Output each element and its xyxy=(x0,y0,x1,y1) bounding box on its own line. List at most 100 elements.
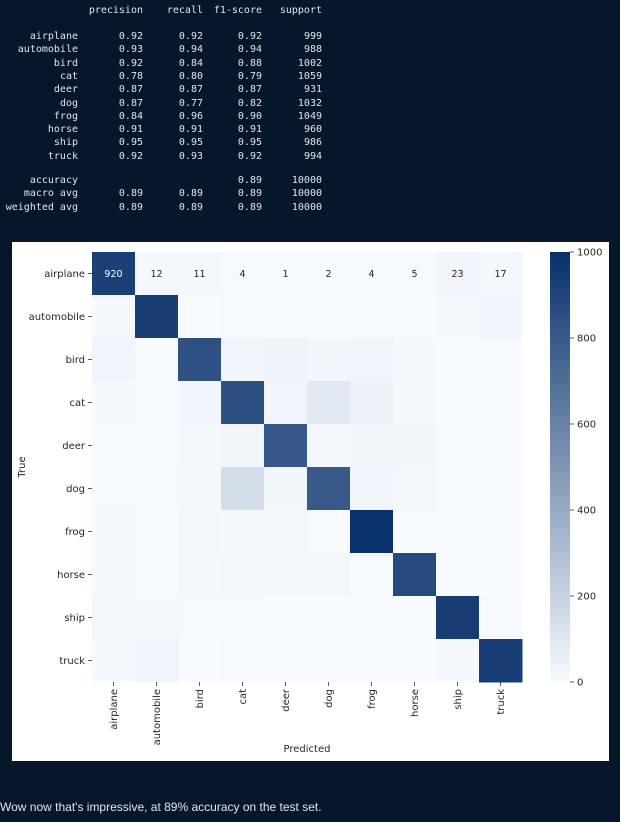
report-row-f1-score: 0.95 xyxy=(237,137,262,149)
cell-value-label: 920 xyxy=(104,269,122,280)
heatmap-cell xyxy=(178,381,222,425)
cell-value-label: 23 xyxy=(451,269,463,280)
report-row-label: cat xyxy=(59,70,78,82)
report-row-precision: 0.87 xyxy=(118,84,143,96)
heatmap-cell xyxy=(178,252,222,296)
heatmap-cell xyxy=(221,295,265,339)
heatmap-cell xyxy=(135,467,179,511)
heatmap-cell xyxy=(307,596,351,640)
report-summary-row-f1-score: 0.89 xyxy=(237,175,262,186)
report-row-recall: 0.87 xyxy=(178,84,203,96)
heatmap-cell xyxy=(135,338,179,382)
report-row-label: automobile xyxy=(17,44,78,56)
heatmap-cell xyxy=(264,295,308,339)
heatmap-cell xyxy=(135,252,179,296)
heatmap-cell xyxy=(178,467,222,511)
report-row-recall: 0.80 xyxy=(178,70,203,82)
heatmap-cell xyxy=(135,553,179,597)
colorbar-tick-label: 0 xyxy=(577,678,583,689)
report-summary-row-label: accuracy xyxy=(29,175,78,186)
colorbar-tick-label: 1000 xyxy=(577,248,602,259)
report-row-f1-score: 0.82 xyxy=(237,97,262,109)
heatmap-cell xyxy=(92,553,136,597)
report-row-label: horse xyxy=(47,124,78,136)
heatmap-cell xyxy=(135,381,179,425)
heatmap-cell xyxy=(178,424,222,468)
heatmap-cell xyxy=(436,381,480,425)
report-row-support: 1059 xyxy=(297,70,322,82)
colorbar-tick-label: 400 xyxy=(577,506,596,517)
report-row-f1-score: 0.90 xyxy=(237,110,262,122)
heatmap-cell xyxy=(393,338,437,382)
heatmap-cell xyxy=(264,381,308,425)
heatmap-cell xyxy=(135,596,179,640)
x-tick-label: dog xyxy=(324,689,335,708)
heatmap-cell xyxy=(264,553,308,597)
heatmap-cell xyxy=(393,295,437,339)
heatmap-cell xyxy=(178,639,222,683)
heatmap-cell xyxy=(264,424,308,468)
report-row-f1-score: 0.87 xyxy=(237,84,262,96)
report-row-label: frog xyxy=(53,110,78,122)
report-header-precision: precision xyxy=(88,5,143,16)
heatmap-cell xyxy=(393,596,437,640)
heatmap-cell xyxy=(92,639,136,683)
heatmap-cell xyxy=(479,596,523,640)
report-row-recall: 0.92 xyxy=(178,31,203,42)
heatmap-cell xyxy=(307,295,351,339)
heatmap-cell xyxy=(350,510,394,554)
y-tick-label: automobile xyxy=(29,312,85,323)
y-tick-label: truck xyxy=(59,656,85,667)
x-tick-label: automobile xyxy=(152,689,163,745)
report-row-precision: 0.92 xyxy=(118,31,143,42)
heatmap-cell xyxy=(178,596,222,640)
confusion-matrix-heatmap: 920 12 11 4 1 2 4 5 23 17airplaneautomobilebirdca… xyxy=(17,248,602,756)
heatmap-cell xyxy=(92,381,136,425)
heatmap-cell xyxy=(393,252,437,296)
cell-value-label: 1 xyxy=(282,269,288,280)
heatmap-cell xyxy=(135,639,179,683)
heatmap-cell xyxy=(307,510,351,554)
y-tick-label: cat xyxy=(69,398,85,409)
heatmap-cell xyxy=(264,639,308,683)
report-summary-row-support: 10000 xyxy=(291,201,322,213)
report-header-support: support xyxy=(279,5,322,16)
heatmap-cell xyxy=(436,252,480,296)
report-row-support: 988 xyxy=(303,44,322,56)
heatmap-cell xyxy=(221,338,265,382)
heatmap-cell xyxy=(393,639,437,683)
report-row-precision: 0.93 xyxy=(118,44,143,56)
report-row-recall: 0.95 xyxy=(178,137,203,149)
heatmap-cell xyxy=(350,338,394,382)
report-row-label: dog xyxy=(59,97,78,109)
cell-value-label: 4 xyxy=(239,269,245,280)
heatmap-cell xyxy=(436,467,480,511)
heatmap-cell xyxy=(307,252,351,296)
heatmap-cell xyxy=(264,252,308,296)
heatmap-cell xyxy=(479,338,523,382)
heatmap-cell xyxy=(221,424,265,468)
heatmap-cell xyxy=(264,467,308,511)
report-row-f1-score: 0.79 xyxy=(237,70,262,82)
heatmap-cell xyxy=(92,295,136,339)
heatmap-cell xyxy=(307,639,351,683)
cell-value-label: 17 xyxy=(494,269,506,280)
heatmap-cell xyxy=(178,553,222,597)
cell-value-label: 12 xyxy=(150,269,162,280)
report-summary-row-recall: 0.89 xyxy=(178,201,203,213)
report-row-f1-score: 0.91 xyxy=(237,124,262,136)
report-row-precision: 0.84 xyxy=(118,110,143,122)
heatmap-cell xyxy=(350,467,394,511)
heatmap-cell xyxy=(393,424,437,468)
report-summary-row-support: 10000 xyxy=(291,188,322,200)
heatmap-cell xyxy=(264,338,308,382)
heatmap-cell xyxy=(307,467,351,511)
heatmap-cell xyxy=(479,467,523,511)
x-tick-label: deer xyxy=(281,688,292,712)
x-tick-label: horse xyxy=(410,689,421,717)
heatmap-cell xyxy=(350,639,394,683)
report-row-recall: 0.94 xyxy=(178,44,203,56)
report-row-f1-score: 0.92 xyxy=(237,31,262,42)
heatmap-cell xyxy=(307,553,351,597)
report-row-precision: 0.92 xyxy=(118,57,143,69)
